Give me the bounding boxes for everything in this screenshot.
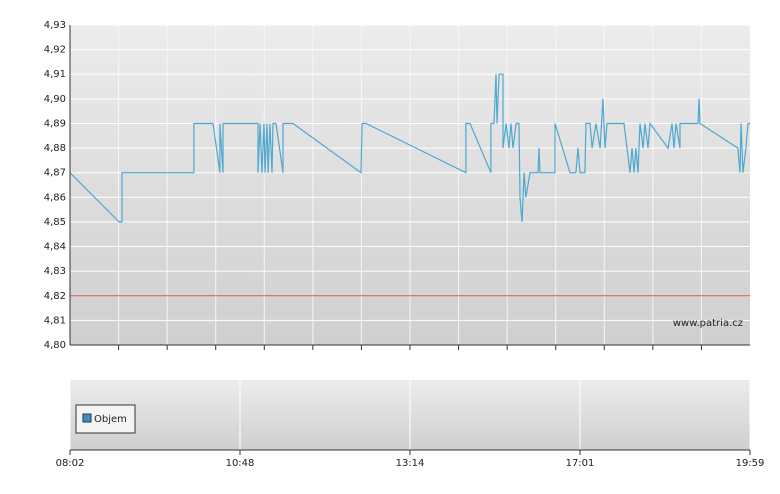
minor-grid <box>118 25 702 345</box>
x-tick-label: 13:14 <box>396 458 425 469</box>
y-tick-label: 4,85 <box>44 217 66 228</box>
y-tick-label: 4,88 <box>44 143 66 154</box>
y-tick-label: 4,82 <box>44 291 66 302</box>
y-tick-label: 4,91 <box>44 69 66 80</box>
y-tick-label: 4,80 <box>44 340 66 351</box>
watermark: www.patria.cz <box>673 318 743 329</box>
price-line <box>69 73 750 223</box>
y-tick-label: 4,84 <box>44 242 66 253</box>
y-tick-label: 4,93 <box>44 20 66 31</box>
x-tick-label: 17:01 <box>566 458 595 469</box>
y-tick-label: 4,89 <box>44 118 66 129</box>
x-tick-label: 19:59 <box>736 458 765 469</box>
legend-swatch <box>82 413 92 423</box>
x-tick-label: 10:48 <box>226 458 255 469</box>
y-tick-label: 4,90 <box>44 94 66 105</box>
y-tick-label: 4,83 <box>44 266 66 277</box>
legend-label: Objem <box>94 414 127 425</box>
y-tick-label: 4,92 <box>44 45 66 56</box>
y-tick-label: 4,86 <box>44 192 66 203</box>
y-tick-label: 4,81 <box>44 315 66 326</box>
x-tick-label: 08:02 <box>56 458 85 469</box>
y-tick-label: 4,87 <box>44 168 66 179</box>
